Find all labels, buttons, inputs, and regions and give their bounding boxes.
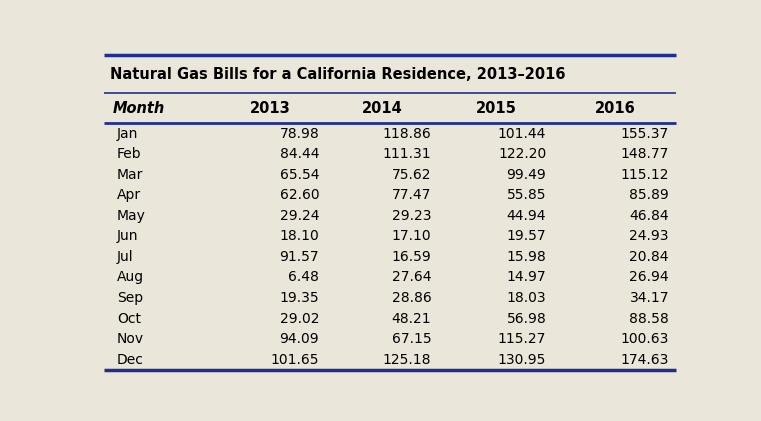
Text: 174.63: 174.63 [621,352,669,367]
Text: 62.60: 62.60 [279,188,320,203]
Text: Aug: Aug [117,270,144,285]
Text: May: May [117,209,146,223]
Text: 29.24: 29.24 [280,209,320,223]
Text: 67.15: 67.15 [392,332,431,346]
Text: 101.65: 101.65 [271,352,320,367]
Text: 44.94: 44.94 [507,209,546,223]
Text: 55.85: 55.85 [507,188,546,203]
Text: 75.62: 75.62 [392,168,431,182]
Text: 99.49: 99.49 [507,168,546,182]
Text: Feb: Feb [117,147,142,161]
Text: 19.57: 19.57 [507,229,546,243]
Text: 14.97: 14.97 [507,270,546,285]
Text: 28.86: 28.86 [392,291,431,305]
Text: 155.37: 155.37 [621,127,669,141]
Text: 111.31: 111.31 [383,147,431,161]
Text: 24.93: 24.93 [629,229,669,243]
Text: 118.86: 118.86 [383,127,431,141]
Text: 29.23: 29.23 [392,209,431,223]
Text: 88.58: 88.58 [629,312,669,325]
Text: 2014: 2014 [362,101,403,115]
Text: Jul: Jul [117,250,134,264]
Text: 19.35: 19.35 [279,291,320,305]
Text: 17.10: 17.10 [392,229,431,243]
Text: 65.54: 65.54 [280,168,320,182]
Text: 46.84: 46.84 [629,209,669,223]
Text: 27.64: 27.64 [392,270,431,285]
Text: 18.10: 18.10 [279,229,320,243]
Text: Jun: Jun [117,229,139,243]
Text: 2015: 2015 [476,101,517,115]
Text: Mar: Mar [117,168,143,182]
Text: Nov: Nov [117,332,144,346]
Text: Dec: Dec [117,352,144,367]
Text: Natural Gas Bills for a California Residence, 2013–2016: Natural Gas Bills for a California Resid… [110,67,565,82]
Text: 84.44: 84.44 [280,147,320,161]
Text: Jan: Jan [117,127,139,141]
Text: 94.09: 94.09 [279,332,320,346]
Text: 34.17: 34.17 [629,291,669,305]
Text: 91.57: 91.57 [279,250,320,264]
Text: 15.98: 15.98 [507,250,546,264]
Text: 16.59: 16.59 [392,250,431,264]
Text: 18.03: 18.03 [507,291,546,305]
Text: 56.98: 56.98 [507,312,546,325]
Text: 2013: 2013 [250,101,291,115]
Text: 48.21: 48.21 [392,312,431,325]
Text: 115.27: 115.27 [498,332,546,346]
Text: 2016: 2016 [594,101,635,115]
Text: Apr: Apr [117,188,141,203]
Text: 20.84: 20.84 [629,250,669,264]
Text: 115.12: 115.12 [620,168,669,182]
Text: 85.89: 85.89 [629,188,669,203]
Text: 26.94: 26.94 [629,270,669,285]
Text: 6.48: 6.48 [288,270,320,285]
Text: Month: Month [113,101,165,115]
Text: 77.47: 77.47 [392,188,431,203]
Text: 130.95: 130.95 [498,352,546,367]
Text: 29.02: 29.02 [280,312,320,325]
Text: 148.77: 148.77 [621,147,669,161]
Text: 78.98: 78.98 [279,127,320,141]
Text: 125.18: 125.18 [383,352,431,367]
Text: 100.63: 100.63 [621,332,669,346]
Text: Oct: Oct [117,312,141,325]
Text: Sep: Sep [117,291,143,305]
Text: 101.44: 101.44 [498,127,546,141]
Text: 122.20: 122.20 [498,147,546,161]
